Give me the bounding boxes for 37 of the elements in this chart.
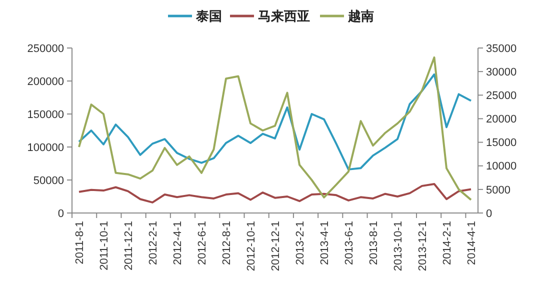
x-tick-label: 2012-8-1 [220,221,233,266]
y2-tick-label: 10000 [486,160,517,173]
x-tick-label: 2011-12-1 [122,221,135,270]
x-tick-label: 2013-2-1 [294,221,306,266]
line-series [78,182,472,204]
x-tick-label: 2013-12-1 [416,221,429,272]
x-tick-label: 2012-6-1 [196,221,208,266]
y-tick-label: 150000 [27,108,64,121]
x-tick-label: 2012-12-1 [270,221,282,272]
legend-label: 泰国 [195,8,222,24]
legend-label: 马来西亚 [258,8,310,24]
x-tick-label: 2013-8-1 [368,221,380,266]
y2-tick-label: 35000 [486,42,517,55]
line-series [78,56,472,201]
legend-label: 越南 [347,8,374,24]
x-tick-label: 2012-10-1 [245,221,258,272]
line-series [78,73,472,170]
y2-tick-label: 20000 [486,114,517,126]
y2-tick-label: 25000 [486,90,517,102]
x-tick-label: 2013-6-1 [343,221,356,266]
y2-tick-label: 30000 [486,66,517,78]
y-tick-label: 100000 [27,142,64,154]
x-tick-label: 2012-4-1 [172,221,184,266]
x-tick-label: 2012-2-1 [147,221,160,266]
y2-tick-label: 15000 [486,137,517,150]
y2-tick-label: 5000 [486,184,510,196]
x-tick-label: 2011-10-1 [98,221,110,270]
y-tick-label: 0 [58,208,64,220]
x-tick-label: 2014-4-1 [466,221,478,266]
x-tick-label: 2011-8-1 [74,221,86,264]
y-tick-label: 250000 [27,42,64,55]
x-tick-label: 2013-10-1 [392,221,404,272]
y-tick-label: 50000 [33,174,64,187]
x-tick-label: 2013-4-1 [318,221,331,266]
y-tick-label: 200000 [27,76,64,88]
x-tick-label: 2014-2-1 [441,221,454,266]
y2-tick-label: 0 [486,208,492,220]
